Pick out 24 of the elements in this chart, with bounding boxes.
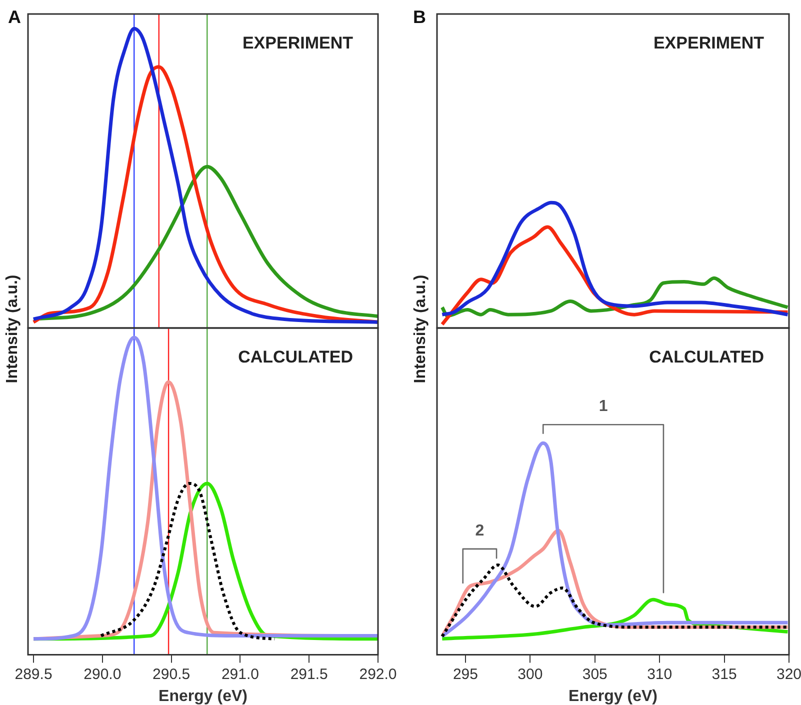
x-tick-label: 289.5 bbox=[14, 666, 52, 683]
chart-subtitle: EXPERIMENT bbox=[653, 34, 765, 53]
x-tick-label: 310 bbox=[647, 666, 672, 683]
x-tick-label: 320 bbox=[776, 666, 801, 683]
x-tick-label: 290.5 bbox=[152, 666, 190, 683]
x-tick-label: 291.5 bbox=[290, 666, 328, 683]
x-axis-title: Energy (eV) bbox=[568, 688, 658, 705]
text: 1 bbox=[598, 398, 608, 416]
annotation: 2 bbox=[475, 522, 484, 540]
x-tick-label: 291.0 bbox=[221, 666, 259, 683]
x-tick-label: 315 bbox=[712, 666, 737, 683]
x-tick-label: 292.0 bbox=[359, 666, 397, 683]
x-axis-title: Energy (eV) bbox=[158, 688, 248, 705]
chart-subtitle: EXPERIMENT bbox=[242, 34, 354, 53]
x-tick-label: 295 bbox=[452, 666, 478, 683]
text: CALCULATED bbox=[238, 348, 353, 367]
chart-title: B bbox=[413, 7, 426, 28]
y-axis-title: Intensity (a.u.) bbox=[412, 274, 430, 386]
y-axis-title: Intensity (a.u.) bbox=[4, 274, 22, 386]
x-tick-label: 305 bbox=[582, 666, 608, 683]
x-tick-label: 300 bbox=[518, 666, 543, 683]
chart-title: A bbox=[8, 7, 21, 28]
chart-subtitle: CALCULATED bbox=[649, 348, 764, 367]
x-tick-label: 290.0 bbox=[84, 666, 122, 683]
